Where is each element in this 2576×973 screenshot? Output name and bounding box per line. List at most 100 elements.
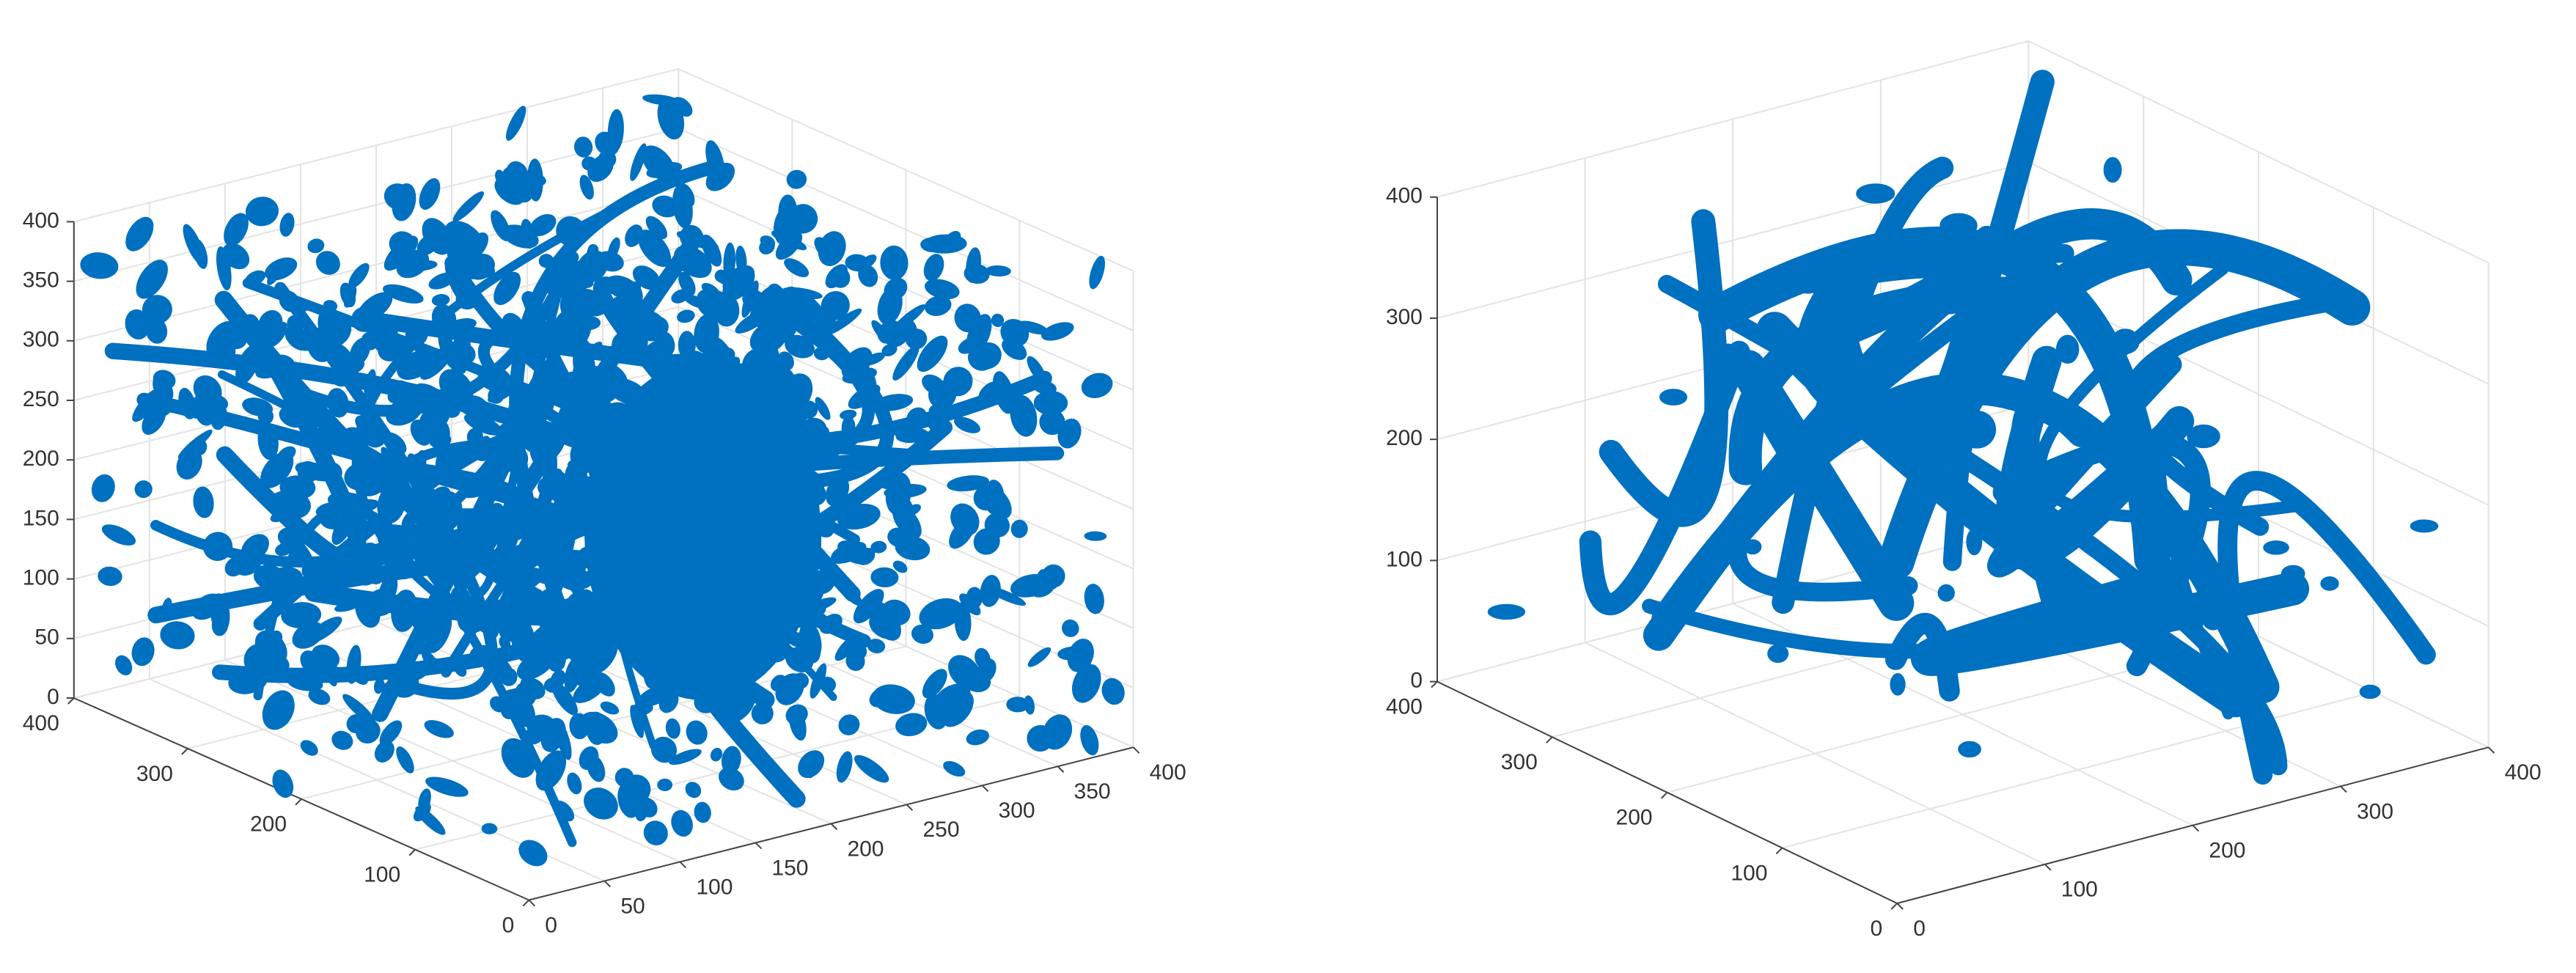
vessel-blob [1856,183,1896,204]
x-tick-label: 400 [2505,760,2542,785]
vessel-blob [401,260,438,272]
vessel-blob [481,823,498,834]
vessel-tube [1987,353,2182,578]
vessel-blob [193,486,214,518]
z-tick-label: 400 [1386,184,1423,208]
z-tick-label: 150 [23,506,59,530]
x-tick-label: 200 [2209,839,2245,863]
vessel-blob [991,313,1005,328]
vessel-blob [887,527,909,547]
vessel-blob [600,701,620,715]
vessel-blob [770,675,787,691]
vessel-blob [587,155,614,182]
vessel-blob [1027,724,1054,752]
vessel-blob [786,169,807,189]
x-tick-label: 400 [1150,760,1186,785]
vessel-blob [176,448,202,480]
grid-line [678,68,1134,272]
vessel-blob [242,397,274,416]
x-tick [1057,765,1065,773]
vessel-blob [396,746,414,774]
vessel-blob [942,230,961,251]
vessel-blob [637,797,658,818]
vessel-blob [91,474,115,502]
z-tick-label: 400 [23,208,59,232]
vessel-blob [351,714,375,734]
vessel-blob [973,528,1000,555]
vessel-cloud [1487,70,2439,785]
vessel-blob [220,257,233,268]
vessel-blob [518,840,548,867]
vessel-blob [870,567,899,587]
vessel-blob [493,271,521,306]
vessel-blob [579,175,594,200]
vessel-blob [677,309,695,323]
vessel-blob [1717,343,1739,361]
vessel-blob [584,787,618,820]
vessel-blob [153,370,176,389]
y-tick-label: 400 [23,711,59,735]
vessel-tube [1579,340,1750,616]
vessel-blob [384,235,419,271]
vessel-blob [586,754,606,782]
vessel-blob [550,669,566,689]
vessel-blob [608,237,620,260]
y-tick-label: 100 [1731,861,1767,885]
vessel-blob [760,235,776,249]
y-tick-label: 300 [136,762,173,786]
vessel-blob [374,741,395,763]
vessel-blob [1057,418,1082,449]
vessel-blob [300,740,318,756]
grid-line [73,187,679,342]
vessel-blob [424,720,454,738]
vessel-tube [104,342,603,456]
vessel-blob [422,218,452,255]
plot-3d: 0501001502002503003504000100200300400050… [23,68,1186,937]
vessel-blob [1883,444,1900,458]
vessel-blob [678,271,696,296]
vessel-blob [272,769,294,798]
x-tick-label: 200 [847,837,884,861]
vessel-blob [1033,390,1068,416]
x-tick [528,899,535,907]
z-tick-label: 300 [1386,305,1423,329]
vessel-blob [617,782,640,818]
vessel-blob [1071,664,1101,703]
vessel-blob [418,788,431,813]
vessel-blob [630,143,647,181]
grid-line [678,128,1134,331]
y-tick [1775,847,1783,855]
vessel-blob [895,713,928,737]
vessel-blob [870,540,887,554]
vessel-blob [966,729,989,746]
grid-line [1436,40,2029,198]
vessel-blob [1940,213,1978,238]
vessel-tube [253,427,557,639]
vessel-blob [1487,603,1526,620]
vessel-blob [160,621,195,650]
vessel-tube [1878,229,2371,580]
x-tick-label: 150 [771,856,808,880]
vessel-blob [281,602,322,628]
y-tick-label: 100 [364,863,400,887]
vessel-blob [814,237,837,262]
vessel-blob [686,720,708,745]
vessel-blob [80,252,119,279]
vessel-blob [1937,584,1955,602]
vessel-blob [134,480,153,499]
vessel-blob [962,669,991,692]
y-tick-label: 0 [1871,917,1883,941]
vessel-tube [2121,292,2346,536]
x-tick [2192,824,2200,832]
vessel-blob [760,312,775,344]
vessel-blob [785,704,808,725]
vessel-blob [877,320,902,344]
vessel-blob [1080,724,1099,756]
vessel-blob [858,264,878,287]
vessel-blob [2202,611,2224,631]
y-tick [295,798,302,806]
vessel-blob [410,419,432,446]
vessel-tube [1885,613,1960,702]
